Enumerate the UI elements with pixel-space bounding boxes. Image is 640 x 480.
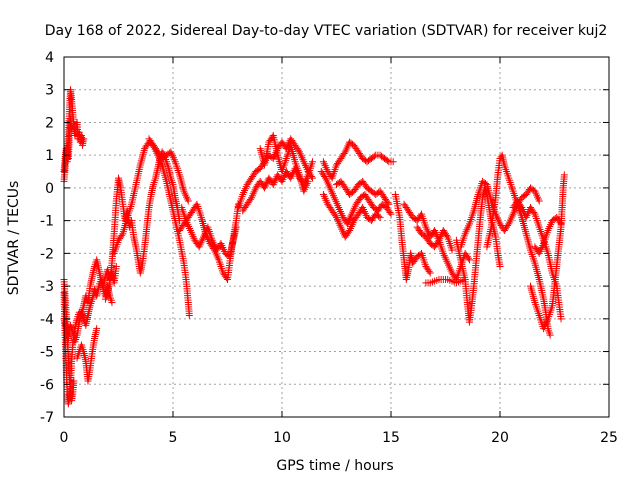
data-point xyxy=(425,267,433,275)
data-point xyxy=(331,212,339,220)
data-point xyxy=(321,172,329,180)
y-tick-label: 4 xyxy=(45,50,54,66)
plot-frame xyxy=(63,56,610,418)
data-point xyxy=(108,298,116,306)
data-point xyxy=(546,331,554,339)
data-point xyxy=(112,262,120,270)
chart-title: Day 168 of 2022, Sidereal Day-to-day VTE… xyxy=(45,23,608,39)
x-tick-label: 5 xyxy=(169,430,178,446)
y-tick-label: 2 xyxy=(45,115,54,131)
data-point xyxy=(556,218,564,226)
data-point xyxy=(70,377,78,385)
x-tick-label: 15 xyxy=(382,430,400,446)
data-point xyxy=(232,223,240,231)
data-point xyxy=(344,228,352,236)
data-point xyxy=(385,200,393,208)
y-tick-label: -2 xyxy=(40,246,54,262)
x-tick-label: 20 xyxy=(491,430,509,446)
data-point xyxy=(560,171,568,179)
data-point xyxy=(118,231,126,239)
data-point xyxy=(80,135,88,143)
data-point xyxy=(386,208,394,216)
data-point xyxy=(309,158,317,166)
x-tick-label: 25 xyxy=(600,430,618,446)
data-point xyxy=(448,246,456,254)
data-point xyxy=(222,274,230,282)
data-point xyxy=(185,312,193,320)
data-point xyxy=(304,177,312,185)
y-tick-label: 3 xyxy=(45,83,54,99)
y-axis-label: SDTVAR / TECUs xyxy=(6,181,22,296)
data-point xyxy=(309,174,317,182)
x-tick-label: 0 xyxy=(60,430,69,446)
y-tick-label: -6 xyxy=(40,377,54,393)
x-tick-label: 10 xyxy=(273,430,291,446)
data-point xyxy=(557,315,565,323)
data-point xyxy=(496,262,504,270)
y-tick-label: 0 xyxy=(45,181,54,197)
data-point xyxy=(530,208,538,216)
data-point xyxy=(294,146,302,154)
data-point xyxy=(504,222,512,230)
y-tick-label: -7 xyxy=(40,410,54,426)
y-tick-label: -5 xyxy=(40,345,54,361)
y-tick-label: 1 xyxy=(45,148,54,164)
x-axis-label: GPS time / hours xyxy=(276,458,393,474)
data-point xyxy=(375,212,383,220)
data-point xyxy=(184,197,192,205)
data-point xyxy=(426,269,434,277)
data-point xyxy=(443,231,451,239)
data-point xyxy=(557,220,565,228)
data-point xyxy=(389,158,397,166)
data-points xyxy=(60,86,568,408)
data-point xyxy=(387,210,395,218)
y-tick-label: -4 xyxy=(40,312,54,328)
data-point xyxy=(383,157,391,165)
data-point xyxy=(535,197,543,205)
data-point xyxy=(93,325,101,333)
y-tick-label: -3 xyxy=(40,279,54,295)
data-point xyxy=(376,213,384,221)
data-point xyxy=(384,199,392,207)
data-point xyxy=(517,202,525,210)
y-tick-label: -1 xyxy=(40,214,54,230)
data-point xyxy=(434,238,442,246)
data-point xyxy=(340,150,348,158)
data-point xyxy=(68,125,76,133)
data-point xyxy=(246,195,254,203)
data-point xyxy=(464,254,472,262)
axis-ticks: 0 5 10 15 20 25 -7 -6 -5 -4 -3 -2 -1 0 1 2 3 4 xyxy=(40,50,618,446)
data-point xyxy=(465,256,473,264)
data-point xyxy=(370,152,378,160)
